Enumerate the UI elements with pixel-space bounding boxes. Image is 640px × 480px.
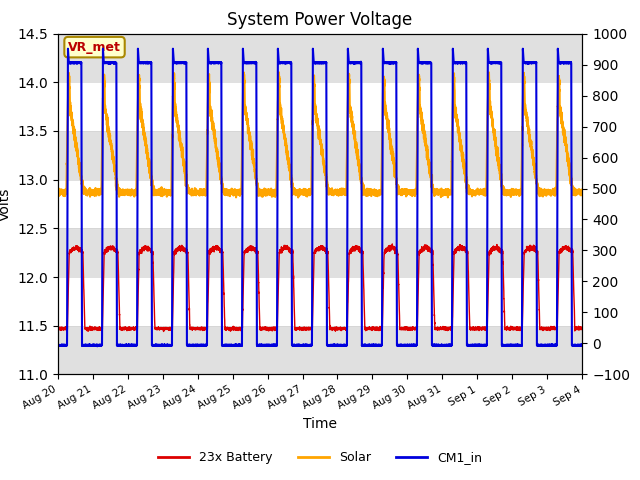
CM1_in (579, 343, 586, 348)
Solar (579, 192, 586, 198)
23x Battery (160, 329, 168, 335)
23x Battery (388, 241, 396, 247)
Solar (438, 187, 445, 193)
CM1_in (557, 60, 564, 66)
23x Battery (579, 325, 586, 331)
Title: System Power Voltage: System Power Voltage (227, 11, 413, 29)
Legend: 23x Battery, Solar, CM1_in: 23x Battery, Solar, CM1_in (153, 446, 487, 469)
Y-axis label: Volts: Volts (0, 187, 12, 221)
Solar (550, 189, 558, 194)
Line: Solar: Solar (58, 72, 582, 197)
23x Battery (54, 326, 61, 332)
Line: CM1_in: CM1_in (58, 48, 582, 346)
23x Battery (557, 250, 564, 255)
CM1_in (550, 342, 558, 348)
CM1_in (302, 342, 310, 348)
23x Battery (438, 326, 445, 332)
CM1_in (452, 60, 460, 66)
Bar (58, 131, 582, 180)
CM1_in (64, 46, 72, 51)
CM1_in (93, 343, 101, 349)
CM1_in (54, 342, 61, 348)
Solar (302, 193, 310, 199)
Solar (294, 194, 302, 200)
Solar (452, 115, 460, 121)
Solar (275, 70, 283, 75)
23x Battery (232, 325, 240, 331)
23x Battery (302, 326, 310, 332)
Bar (58, 228, 582, 277)
23x Battery (452, 247, 460, 253)
Solar (232, 188, 240, 193)
Text: VR_met: VR_met (68, 41, 121, 54)
23x Battery (550, 325, 558, 331)
Bar (58, 34, 582, 82)
CM1_in (232, 342, 240, 348)
Line: 23x Battery: 23x Battery (58, 244, 582, 332)
Solar (54, 189, 61, 194)
X-axis label: Time: Time (303, 417, 337, 431)
Solar (557, 106, 564, 112)
CM1_in (438, 342, 445, 348)
Bar (58, 326, 582, 374)
